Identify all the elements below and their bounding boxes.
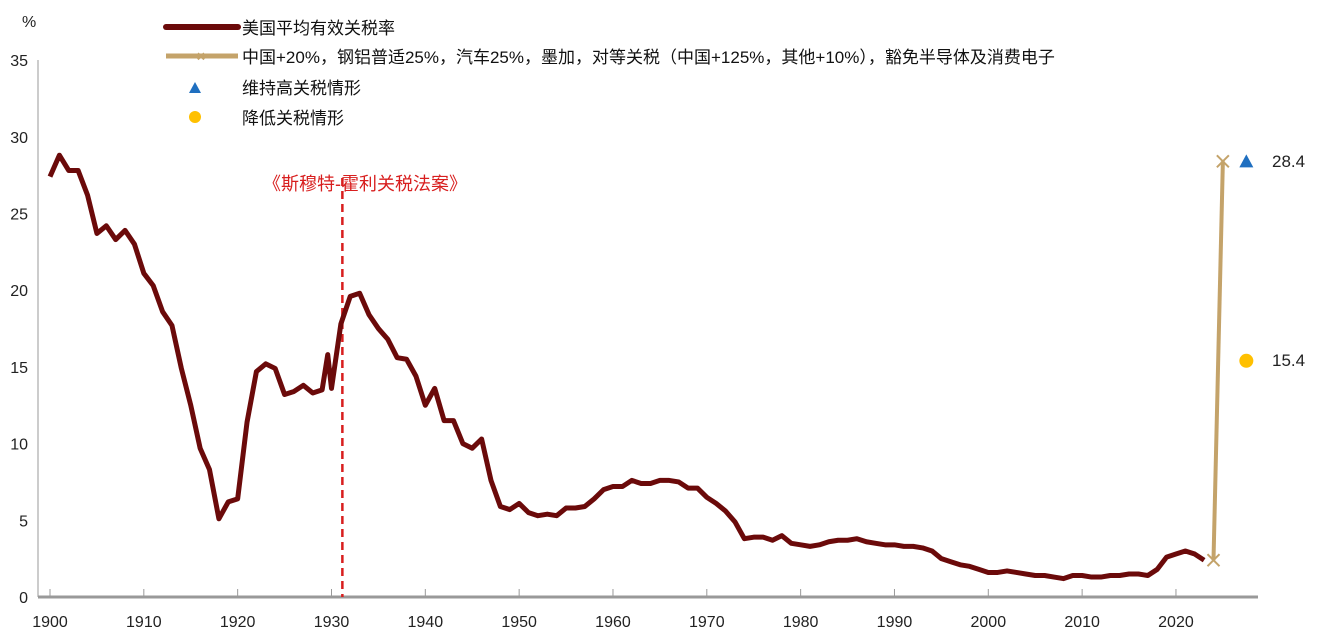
low-tariff-point [1239,353,1254,368]
tariff-scenario-point [1206,553,1221,567]
y-tick-label: 35 [10,53,28,70]
x-tick-label: 1960 [595,614,631,631]
x-tick-label: 1920 [220,614,256,631]
low-tariff-value-label: 15.4 [1272,351,1305,370]
x-tick-label: 1950 [501,614,537,631]
series-line-effective-rate [47,152,1206,582]
legend-label-low-tariff: 降低关税情形 [242,109,344,128]
x-tick-label: 1930 [314,614,350,631]
legend: 美国平均有效关税率 × 中国+20%，钢铝普适25%，汽车25%，墨加，对等关税… [163,19,1055,128]
x-tick-label: 2020 [1158,614,1194,631]
y-tick-label: 5 [19,513,28,530]
high-tariff-point [1239,154,1254,168]
x-tick-label: 1970 [689,614,725,631]
y-axis-label: % [22,14,36,31]
legend-label-tariff-scenario: 中国+20%，钢铝普适25%，汽车25%，墨加，对等关税（中国+125%，其他+… [242,48,1055,67]
annotation-smoot-hawley: 《斯穆特-霍利关税法案》 [263,174,467,194]
y-tick-label: 30 [10,130,28,147]
y-tick-label: 0 [19,590,28,607]
x-tick-label: 1940 [408,614,444,631]
y-tick-label: 15 [10,360,28,377]
legend-label-effective-rate: 美国平均有效关税率 [242,19,395,38]
tariff-scenario-point [1216,154,1230,169]
y-tick-label: 25 [10,207,28,224]
legend-x-marker-icon: × [197,48,205,64]
x-tick-label: 1990 [877,614,913,631]
y-tick-label: 20 [10,283,28,300]
legend-triangle-icon [189,82,201,93]
legend-circle-icon [189,111,201,123]
high-tariff-value-label: 28.4 [1272,152,1305,171]
x-tick-label: 1910 [126,614,162,631]
x-tick-label: 2010 [1064,614,1100,631]
x-tick-label: 1900 [32,614,68,631]
y-tick-label: 10 [10,437,28,454]
series-line-tariff-scenario [1211,161,1225,561]
x-tick-label: 1980 [783,614,819,631]
x-tick-label: 2000 [971,614,1007,631]
legend-label-high-tariff: 维持高关税情形 [242,79,361,98]
